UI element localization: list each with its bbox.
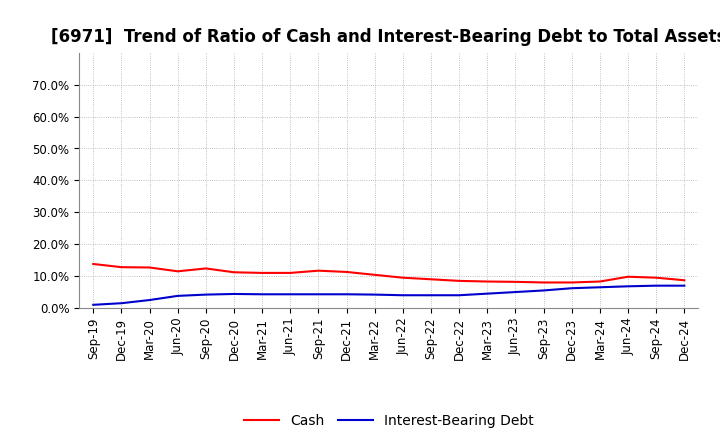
Interest-Bearing Debt <box>511 290 520 295</box>
Cash <box>680 278 688 283</box>
Interest-Bearing Debt <box>202 292 210 297</box>
Cash <box>624 274 632 279</box>
Interest-Bearing Debt <box>399 293 408 298</box>
Cash <box>539 280 548 285</box>
Interest-Bearing Debt <box>286 292 294 297</box>
Interest-Bearing Debt <box>680 283 688 288</box>
Interest-Bearing Debt <box>427 293 436 298</box>
Interest-Bearing Debt <box>370 292 379 297</box>
Cash <box>286 270 294 275</box>
Cash <box>483 279 492 284</box>
Cash <box>258 270 266 275</box>
Interest-Bearing Debt <box>624 284 632 289</box>
Cash <box>342 269 351 275</box>
Cash <box>145 265 154 270</box>
Interest-Bearing Debt <box>230 291 238 297</box>
Interest-Bearing Debt <box>483 291 492 296</box>
Interest-Bearing Debt <box>89 302 98 308</box>
Cash <box>427 277 436 282</box>
Cash <box>455 278 464 283</box>
Cash <box>567 280 576 285</box>
Cash <box>399 275 408 280</box>
Line: Interest-Bearing Debt: Interest-Bearing Debt <box>94 286 684 305</box>
Interest-Bearing Debt <box>342 292 351 297</box>
Line: Cash: Cash <box>94 264 684 282</box>
Interest-Bearing Debt <box>117 301 126 306</box>
Cash <box>89 261 98 267</box>
Title: [6971]  Trend of Ratio of Cash and Interest-Bearing Debt to Total Assets: [6971] Trend of Ratio of Cash and Intere… <box>51 28 720 46</box>
Interest-Bearing Debt <box>652 283 660 288</box>
Interest-Bearing Debt <box>258 292 266 297</box>
Cash <box>202 266 210 271</box>
Cash <box>595 279 604 284</box>
Interest-Bearing Debt <box>539 288 548 293</box>
Cash <box>511 279 520 285</box>
Interest-Bearing Debt <box>174 293 182 298</box>
Cash <box>174 269 182 274</box>
Cash <box>117 264 126 270</box>
Legend: Cash, Interest-Bearing Debt: Cash, Interest-Bearing Debt <box>238 409 539 434</box>
Cash <box>230 270 238 275</box>
Cash <box>652 275 660 280</box>
Cash <box>314 268 323 273</box>
Interest-Bearing Debt <box>455 293 464 298</box>
Interest-Bearing Debt <box>595 285 604 290</box>
Interest-Bearing Debt <box>567 286 576 291</box>
Cash <box>370 272 379 278</box>
Interest-Bearing Debt <box>314 292 323 297</box>
Interest-Bearing Debt <box>145 297 154 303</box>
